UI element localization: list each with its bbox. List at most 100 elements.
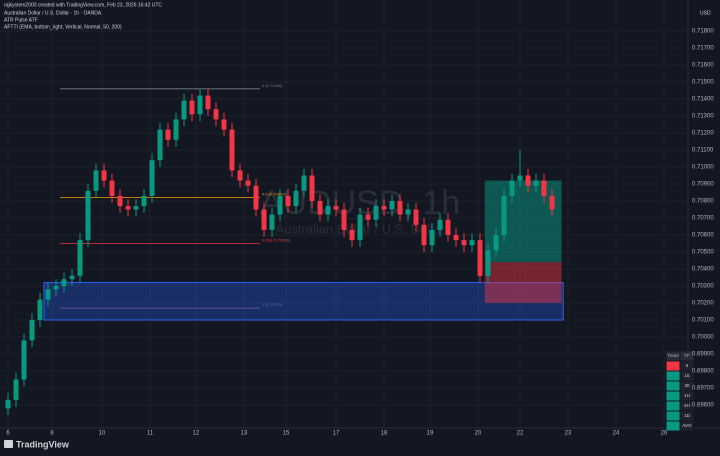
candle-body bbox=[381, 206, 387, 210]
table-row-label: 4H bbox=[684, 403, 690, 408]
y-tick-label: 0.71400 bbox=[692, 97, 714, 103]
stop-zone bbox=[484, 262, 562, 303]
candle-body bbox=[213, 109, 219, 120]
candle-body bbox=[533, 180, 539, 186]
candle-body bbox=[477, 240, 483, 276]
candle-body bbox=[317, 201, 323, 215]
x-tick-label: 8 bbox=[50, 431, 54, 437]
y-tick-label: 0.69800 bbox=[692, 369, 714, 375]
table-row-label: 1H bbox=[684, 393, 690, 398]
x-tick-label: 13 bbox=[241, 431, 248, 437]
plot: 0 (0.71460) 0.5 (0.70820) 0.618 (0.70550) 1… bbox=[5, 83, 564, 416]
table-cell bbox=[665, 360, 681, 372]
candle-body bbox=[493, 235, 499, 251]
logo[interactable]: TradingView bbox=[16, 439, 70, 449]
candle-body bbox=[237, 170, 243, 181]
candle-body bbox=[517, 175, 523, 181]
currency: USD bbox=[700, 10, 711, 16]
candle-body bbox=[445, 219, 451, 235]
candle-body bbox=[125, 206, 131, 210]
zone bbox=[43, 282, 564, 321]
table-cell bbox=[665, 410, 681, 422]
candle-body bbox=[133, 206, 139, 210]
symbol-line: Australian Dollar / U.S. Dollar · 1h · O… bbox=[4, 10, 102, 16]
x-tick-label: 18 bbox=[381, 431, 388, 437]
candle-body bbox=[205, 95, 211, 110]
candle-body bbox=[21, 340, 27, 380]
candle-body bbox=[429, 229, 435, 246]
candle-body bbox=[541, 180, 547, 196]
x-tick-label: 11 bbox=[147, 431, 154, 437]
y-tick-label: 0.71500 bbox=[692, 80, 714, 86]
y-tick-label: 0.71000 bbox=[692, 165, 714, 171]
candle-body bbox=[261, 209, 267, 230]
candle-body bbox=[109, 180, 115, 196]
candle-body bbox=[485, 250, 491, 276]
candle-body bbox=[69, 275, 75, 280]
candle-body bbox=[181, 100, 187, 120]
y-tick-label: 0.70700 bbox=[692, 216, 714, 222]
candle-body bbox=[525, 175, 531, 186]
y-tick-label: 0.71100 bbox=[692, 148, 714, 154]
table-cell bbox=[665, 420, 681, 432]
candle-body bbox=[461, 240, 467, 246]
candle-body bbox=[61, 279, 67, 286]
x-tick-label: 17 bbox=[333, 431, 340, 437]
candle-body bbox=[173, 119, 179, 140]
x-tick-label: 6 bbox=[6, 431, 10, 437]
x-tick-label: 19 bbox=[427, 431, 434, 437]
candle-body bbox=[549, 195, 555, 210]
y-tick-label: 0.71800 bbox=[692, 29, 714, 35]
candle-body bbox=[333, 206, 339, 210]
y-tick-label: 0.70600 bbox=[692, 233, 714, 239]
candle-body bbox=[229, 129, 235, 171]
candle-body bbox=[197, 95, 203, 115]
candle-body bbox=[149, 160, 155, 196]
y-tick-label: 0.71600 bbox=[692, 63, 714, 69]
y-tick-label: 0.70800 bbox=[692, 199, 714, 205]
candle-body bbox=[53, 286, 59, 290]
x-tick-label: 26 bbox=[661, 431, 668, 437]
y-tick-label: 0.71200 bbox=[692, 131, 714, 137]
candle-body bbox=[373, 206, 379, 220]
indicator: AFTTI (EMA, bottom_right, Vertical, Norm… bbox=[4, 24, 122, 30]
credit: rajkystem2000 created with TradingView.c… bbox=[4, 2, 162, 8]
x-tick-label: 24 bbox=[613, 431, 620, 437]
candle-body bbox=[341, 209, 347, 230]
table-row-label: 15 bbox=[684, 373, 690, 378]
candle-body bbox=[117, 195, 123, 207]
candle-body bbox=[189, 100, 195, 115]
y-tick-label: 0.70900 bbox=[692, 182, 714, 188]
candle-body bbox=[453, 235, 459, 241]
candle-body bbox=[501, 195, 507, 235]
table-row-label: 1D bbox=[684, 413, 691, 418]
candle-body bbox=[293, 190, 299, 207]
y-tick-label: 0.71700 bbox=[692, 46, 714, 52]
candle-body bbox=[285, 195, 291, 207]
x-tick-label: 20 bbox=[475, 431, 482, 437]
y-tick-label: 0.70100 bbox=[692, 318, 714, 324]
y-tick-label: 0.70500 bbox=[692, 250, 714, 256]
y-tick-label: 0.70300 bbox=[692, 284, 714, 290]
y-tick-label: 0.69900 bbox=[692, 352, 714, 358]
table-cell bbox=[665, 380, 681, 392]
candle-body bbox=[357, 214, 363, 241]
trend-table: Trend TF 5 15 30 1H 4H 1D AVG bbox=[665, 350, 695, 432]
y-tick-label: 0.70200 bbox=[692, 301, 714, 307]
candle-body bbox=[29, 320, 35, 341]
fib-label: 0.618 (0.70550) bbox=[262, 238, 291, 243]
x-tick-label: 12 bbox=[193, 431, 200, 437]
candle-body bbox=[397, 201, 403, 215]
table-cell bbox=[665, 400, 681, 412]
fib-label: 0.5 (0.70820) bbox=[262, 192, 286, 197]
candle-body bbox=[405, 209, 411, 215]
candle-body bbox=[45, 289, 51, 300]
candle-body bbox=[141, 195, 147, 207]
candle-body bbox=[509, 180, 515, 196]
table-row-label: 30 bbox=[684, 383, 690, 388]
candle-body bbox=[221, 119, 227, 130]
y-tick-label: 0.69600 bbox=[692, 403, 714, 409]
logo-icon bbox=[4, 440, 13, 448]
candle-body bbox=[309, 175, 315, 201]
candle-body bbox=[365, 214, 371, 220]
